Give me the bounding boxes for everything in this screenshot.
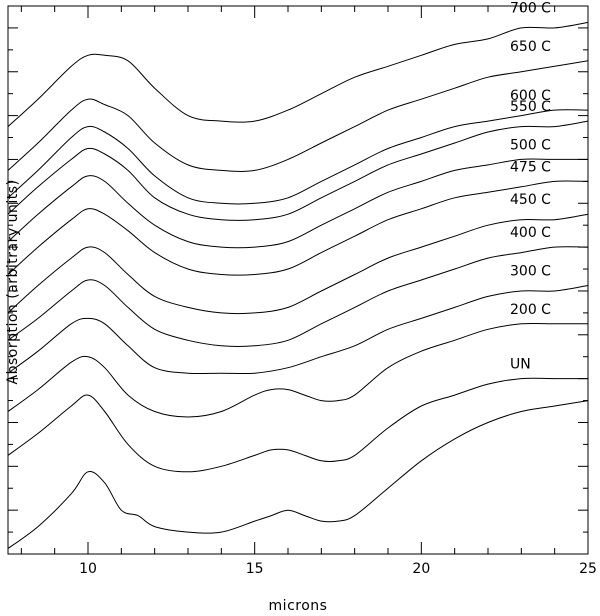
series-line-3 — [7, 120, 589, 221]
axis-ticks — [8, 5, 589, 555]
plot-frame — [7, 5, 589, 555]
series-line-4 — [7, 158, 589, 249]
series-line-1 — [7, 60, 589, 172]
x-tick-labels: 10 15 20 25 — [79, 561, 597, 577]
curve-label: 650 C — [510, 39, 551, 55]
x-tick-label: 25 — [579, 561, 597, 577]
curve-label: 450 C — [510, 192, 551, 208]
curve-label: 600 C — [510, 88, 551, 104]
series-line-5 — [7, 180, 589, 276]
series-line-11 — [7, 400, 589, 549]
curve-label: 700 C — [510, 0, 551, 16]
curve-label: UN — [510, 357, 531, 373]
curve-label: 550 C — [510, 99, 551, 115]
x-axis-label: microns — [269, 598, 328, 614]
curve-label: 500 C — [510, 137, 551, 153]
series-line-10 — [7, 377, 588, 473]
series-line-9 — [7, 322, 588, 418]
y-axis-label: Absorption (arbitrary units) — [5, 179, 21, 384]
series-line-6 — [7, 213, 589, 315]
x-tick-label: 20 — [412, 561, 430, 577]
x-tick-label: 15 — [246, 561, 264, 577]
x-tick-label: 10 — [79, 561, 97, 577]
series-line-0 — [7, 21, 589, 127]
series-line-7 — [7, 246, 589, 347]
curve-label: 200 C — [510, 302, 551, 318]
curve-label: 400 C — [510, 225, 551, 241]
series-line-2 — [7, 109, 589, 205]
series-line-8 — [7, 285, 589, 375]
curve-label: 300 C — [510, 263, 551, 279]
series-lines — [7, 21, 589, 549]
curve-label: 475 C — [510, 159, 551, 175]
